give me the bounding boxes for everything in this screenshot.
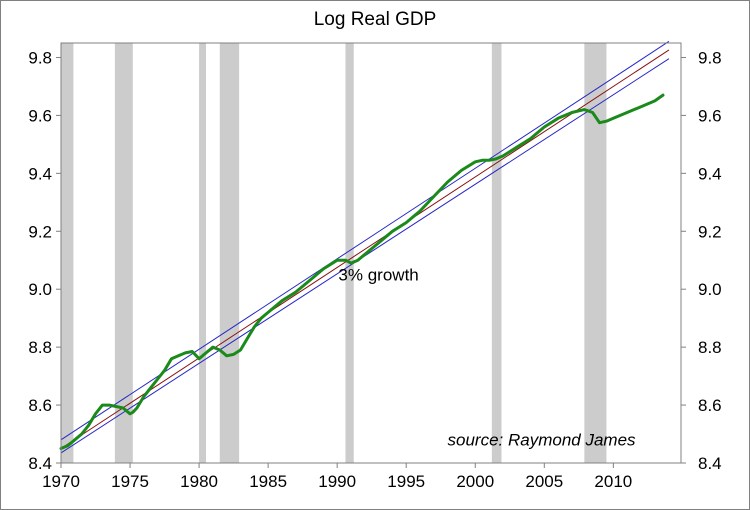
y-tick-label-left-0: 8.4 — [28, 454, 52, 473]
growth-annotation: 3% growth — [338, 266, 418, 285]
recession-bar-5 — [491, 43, 502, 463]
y-tick-label-left-5: 9.4 — [28, 164, 52, 183]
x-tick-label-4: 1990 — [318, 472, 356, 491]
x-tick-label-8: 2010 — [594, 472, 632, 491]
y-tick-label-left-2: 8.8 — [28, 338, 52, 357]
recession-bar-0 — [61, 43, 74, 463]
recession-bars — [61, 43, 607, 463]
y-tick-label-right-4: 9.2 — [698, 222, 722, 241]
y-tick-label-right-1: 8.6 — [698, 396, 722, 415]
recession-bar-2 — [199, 43, 206, 463]
series-lines — [59, 41, 670, 454]
source-annotation: source: Raymond James — [448, 431, 637, 450]
x-tick-label-7: 2005 — [525, 472, 563, 491]
x-tick-label-1: 1975 — [111, 472, 149, 491]
x-tick-label-3: 1985 — [249, 472, 287, 491]
y-tick-label-right-3: 9.0 — [698, 280, 722, 299]
y-tick-label-right-5: 9.4 — [698, 164, 722, 183]
y-tick-label-left-4: 9.2 — [28, 222, 52, 241]
recession-bar-6 — [584, 43, 607, 463]
recession-bar-4 — [345, 43, 354, 463]
y-tick-label-left-6: 9.6 — [28, 106, 52, 125]
series-line-upper-band — [60, 41, 670, 441]
plot-area-border — [60, 42, 682, 464]
y-tick-label-right-6: 9.6 — [698, 106, 722, 125]
y-tick-label-right-0: 8.4 — [698, 454, 722, 473]
series-line-actual — [59, 93, 665, 450]
chart-title: Log Real GDP — [314, 9, 437, 30]
y-tick-label-left-7: 9.8 — [28, 48, 52, 67]
x-tick-label-5: 1995 — [387, 472, 425, 491]
axes: 8.4 8.4 8.6 8.6 8.8 8.8 9.0 9.0 9.2 9.2 9.4 9.4 9.6 9… — [28, 48, 721, 491]
recession-bar-1 — [114, 43, 133, 463]
x-tick-label-6: 2000 — [456, 472, 494, 491]
y-tick-label-left-3: 9.0 — [28, 280, 52, 299]
x-tick-label-2: 1980 — [180, 472, 218, 491]
series-line-trend — [60, 49, 670, 449]
y-tick-label-right-2: 8.8 — [698, 338, 722, 357]
y-tick-label-right-7: 9.8 — [698, 48, 722, 67]
x-tick-label-0: 1970 — [42, 472, 80, 491]
y-tick-label-left-1: 8.6 — [28, 396, 52, 415]
recession-bar-3 — [219, 43, 240, 463]
